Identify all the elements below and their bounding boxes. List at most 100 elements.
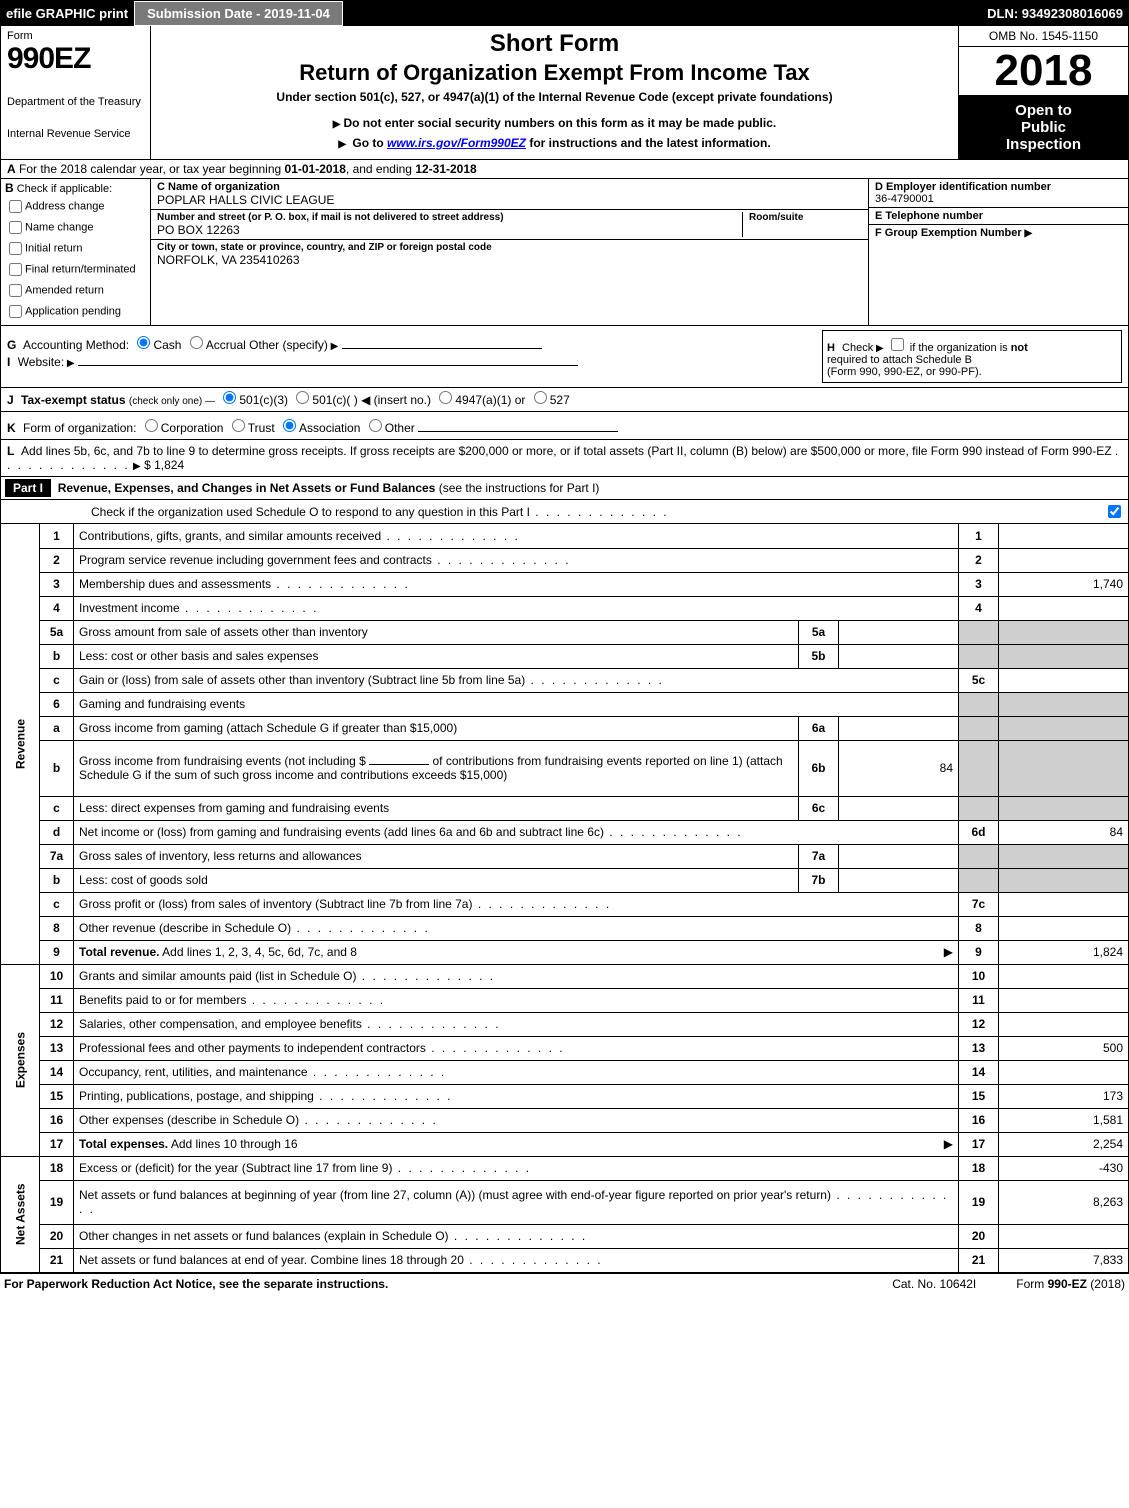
line-desc: Gross income from fundraising events (no…: [74, 740, 799, 796]
i-blank[interactable]: [78, 365, 578, 366]
line-number: d: [40, 820, 74, 844]
table-row: 3Membership dues and assessments31,740: [1, 572, 1129, 596]
line-number: 11: [40, 988, 74, 1012]
chk-initial: Initial return: [5, 239, 146, 258]
goto-link[interactable]: www.irs.gov/Form990EZ: [387, 136, 526, 150]
line-desc: Total revenue. Add lines 1, 2, 3, 4, 5c,…: [74, 940, 959, 964]
line-ref: 2: [959, 548, 999, 572]
h-post: if the organization is: [910, 342, 1011, 354]
footer-right-code: 990-EZ: [1048, 1277, 1087, 1291]
block-c: C Name of organization POPLAR HALLS CIVI…: [151, 179, 868, 325]
k-corp-radio[interactable]: [145, 419, 158, 432]
shaded-cell: [959, 692, 999, 716]
line-ref: 12: [959, 1012, 999, 1036]
table-row: 17Total expenses. Add lines 10 through 1…: [1, 1132, 1129, 1156]
irs-label: Internal Revenue Service: [7, 128, 144, 140]
line-j: J Tax-exempt status (check only one) — 5…: [0, 388, 1129, 412]
line-ref: 14: [959, 1060, 999, 1084]
section-label: Revenue: [1, 524, 40, 964]
g-cash-radio[interactable]: [137, 336, 150, 349]
k-blank[interactable]: [418, 431, 618, 432]
chk-address-box[interactable]: [9, 200, 22, 213]
l-arrow: [133, 458, 141, 472]
table-row: 5aGross amount from sale of assets other…: [1, 620, 1129, 644]
table-row: 15Printing, publications, postage, and s…: [1, 1084, 1129, 1108]
line-desc: Occupancy, rent, utilities, and maintena…: [74, 1060, 959, 1084]
line-desc: Other changes in net assets or fund bala…: [74, 1224, 959, 1248]
sub-line-value: [839, 844, 959, 868]
dln-label: DLN: 93492308016069: [987, 6, 1129, 21]
j-501c3-radio[interactable]: [223, 391, 236, 404]
line-ref: 5c: [959, 668, 999, 692]
b-check-label: Check if applicable:: [17, 183, 112, 195]
chk-initial-box[interactable]: [9, 242, 22, 255]
table-row: cLess: direct expenses from gaming and f…: [1, 796, 1129, 820]
org-name-row: C Name of organization POPLAR HALLS CIVI…: [151, 179, 868, 210]
line-amount: 1,581: [999, 1108, 1129, 1132]
k-assoc-radio[interactable]: [283, 419, 296, 432]
chk-amended-label: Amended return: [25, 284, 104, 296]
shaded-cell: [959, 844, 999, 868]
line-desc: Gross income from gaming (attach Schedul…: [74, 716, 799, 740]
line-desc: Professional fees and other payments to …: [74, 1036, 959, 1060]
j-527-radio[interactable]: [534, 391, 547, 404]
line-amount: [999, 1224, 1129, 1248]
sub-line-number: 5b: [799, 644, 839, 668]
line-number: b: [40, 740, 74, 796]
k-other-radio[interactable]: [369, 419, 382, 432]
row-a: A For the 2018 calendar year, or tax yea…: [0, 160, 1129, 179]
footer-center: Cat. No. 10642I: [892, 1277, 976, 1291]
line-ref: 7c: [959, 892, 999, 916]
city-row: City or town, state or province, country…: [151, 240, 868, 269]
k-letter: K: [7, 421, 16, 435]
table-row: 9Total revenue. Add lines 1, 2, 3, 4, 5c…: [1, 940, 1129, 964]
line-desc: Other revenue (describe in Schedule O): [74, 916, 959, 940]
part1-checkbox[interactable]: [1108, 505, 1121, 518]
chk-amended-box[interactable]: [9, 284, 22, 297]
line-amount: [999, 596, 1129, 620]
line-desc: Gain or (loss) from sale of assets other…: [74, 668, 959, 692]
line-amount: [999, 668, 1129, 692]
line-k: K Form of organization: Corporation Trus…: [0, 412, 1129, 440]
j-4947: 4947(a)(1) or: [455, 393, 525, 407]
chk-pending-box[interactable]: [9, 305, 22, 318]
line-number: 1: [40, 524, 74, 548]
line-number: 17: [40, 1132, 74, 1156]
g-accrual-radio[interactable]: [190, 336, 203, 349]
line-number: 14: [40, 1060, 74, 1084]
chk-initial-label: Initial return: [25, 242, 82, 254]
line-desc: Benefits paid to or for members: [74, 988, 959, 1012]
k-trust-radio[interactable]: [232, 419, 245, 432]
line-ref: 6d: [959, 820, 999, 844]
line-ref: 16: [959, 1108, 999, 1132]
goto-line: Go to www.irs.gov/Form990EZ for instruct…: [161, 136, 948, 150]
g-other-blank[interactable]: [342, 348, 542, 349]
dept-label: Department of the Treasury: [7, 96, 144, 108]
line-amount: [999, 1060, 1129, 1084]
goto-post: for instructions and the latest informat…: [526, 136, 771, 150]
j-4947-radio[interactable]: [439, 391, 452, 404]
line-desc: Less: direct expenses from gaming and fu…: [74, 796, 799, 820]
chk-name-box[interactable]: [9, 221, 22, 234]
line-amount: [999, 548, 1129, 572]
block-b: B Check if applicable: Address change Na…: [1, 179, 151, 325]
table-row: 7aGross sales of inventory, less returns…: [1, 844, 1129, 868]
line-amount: 8,263: [999, 1180, 1129, 1224]
short-form-title: Short Form: [161, 30, 948, 58]
block-bcd: B Check if applicable: Address change Na…: [0, 179, 1129, 326]
chk-final-box[interactable]: [9, 263, 22, 276]
shaded-cell: [959, 796, 999, 820]
grp-label: F Group Exemption Number: [875, 227, 1032, 239]
sub-line-value: [839, 644, 959, 668]
inspection-badge: Open to Public Inspection: [959, 96, 1128, 159]
line-amount: [999, 988, 1129, 1012]
line-desc: Gross profit or (loss) from sales of inv…: [74, 892, 959, 916]
row-a-pre: For the 2018 calendar year, or tax year …: [19, 162, 285, 176]
tel-label: E Telephone number: [875, 210, 1122, 222]
line-number: 3: [40, 572, 74, 596]
j-501c-radio[interactable]: [296, 391, 309, 404]
shaded-cell: [999, 716, 1129, 740]
h-checkbox[interactable]: [891, 338, 904, 351]
tax-year: 2018: [959, 47, 1128, 96]
table-row: bGross income from fundraising events (n…: [1, 740, 1129, 796]
